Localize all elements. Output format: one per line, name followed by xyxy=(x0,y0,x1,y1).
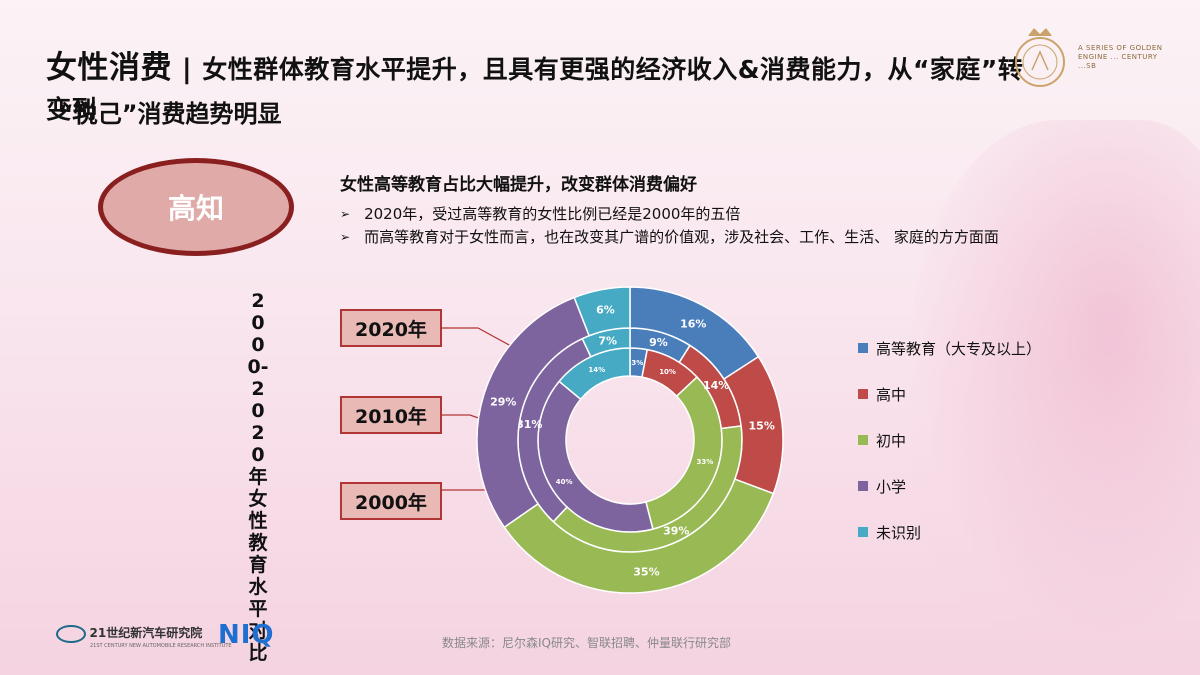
donut-slice-2020年-middle-school xyxy=(503,478,775,594)
bullet-list: ➢ 2020年，受过高等教育的女性比例已经是2000年的五倍 ➢ 而高等教育对于… xyxy=(340,203,999,249)
year-label-text: 2000年 xyxy=(355,491,427,514)
donut-label-2000年-middle-school: 33% xyxy=(697,458,714,466)
legend-item-unidentified: 未识别 xyxy=(858,509,1041,555)
bullet-arrow-icon: ➢ xyxy=(340,230,351,244)
page-subtitle: “悦己”消费趋势明显 xyxy=(58,100,282,128)
legend-label: 小学 xyxy=(876,477,907,496)
bullet-arrow-icon: ➢ xyxy=(340,207,351,221)
legend-label: 未识别 xyxy=(876,523,922,542)
chart-legend: 高等教育（大专及以上） 高中 初中 小学 未识别 xyxy=(858,325,1041,555)
legend-swatch xyxy=(858,481,868,491)
donut-slice-2020年-unidentified xyxy=(573,286,631,337)
donut-label-2020年-primary-school: 29% xyxy=(490,395,516,408)
legend-item-higher-edu: 高等教育（大专及以上） xyxy=(858,325,1041,371)
donut-label-2000年-higher-edu: 3% xyxy=(631,359,643,367)
institute-logo: 21世纪新汽车研究院 21ST CENTURY NEW AUTOMOBILE R… xyxy=(56,624,232,649)
background-face-silhouette xyxy=(910,120,1200,640)
institute-name-en: 21ST CENTURY NEW AUTOMOBILE RESEARCH INS… xyxy=(90,643,232,649)
donut-label-2020年-high-school: 15% xyxy=(749,419,775,432)
institute-name: 21世纪新汽车研究院 xyxy=(89,626,203,640)
legend-label: 初中 xyxy=(876,431,907,450)
donut-label-2010年-unidentified: 7% xyxy=(598,334,617,347)
tag-label: 高知 xyxy=(167,192,224,225)
niq-logo: NIQ xyxy=(218,620,275,650)
title-rest: 女性群体教育水平提升，且具有更强的经济收入&消费能力，从“家庭”转变到 xyxy=(46,55,1024,124)
bullet-text: 2020年，受过高等教育的女性比例已经是2000年的五倍 xyxy=(364,205,741,223)
section-heading: 女性高等教育占比大幅提升，改变群体消费偏好 xyxy=(340,175,697,195)
legend-label: 高中 xyxy=(876,385,907,404)
vertical-label-text: 2000-2020年女性教育水平对比 xyxy=(247,290,269,664)
legend-swatch xyxy=(858,343,868,353)
legend-label: 高等教育（大专及以上） xyxy=(876,339,1042,358)
donut-label-2020年-unidentified: 6% xyxy=(596,304,615,317)
donut-label-2020年-middle-school: 35% xyxy=(633,565,659,578)
legend-item-primary-school: 小学 xyxy=(858,463,1041,509)
donut-label-2020年-higher-edu: 16% xyxy=(680,317,706,330)
leader-line-2020 xyxy=(442,327,523,353)
legend-swatch xyxy=(858,435,868,445)
donut-label-2010年-primary-school: 31% xyxy=(516,418,542,431)
education-donut-chart: 3% 10% 33% 40% 14% 9% 14% 39% 31% 7% 16% 15% 35% 29% 6… xyxy=(476,286,784,594)
year-label-text: 2010年 xyxy=(355,405,427,428)
bullet-text: 而高等教育对于女性而言，也在改变其广谱的价值观，涉及社会、工作、生活、 家庭的方… xyxy=(364,228,999,246)
donut-label-2010年-middle-school: 39% xyxy=(663,525,689,538)
title-main: 女性消费 xyxy=(46,50,172,86)
data-source: 数据来源：尼尔森IQ研究、智联招聘、仲量联行研究部 xyxy=(442,636,731,650)
donut-label-2000年-high-school: 10% xyxy=(659,368,676,376)
bullet-item: ➢ 2020年，受过高等教育的女性比例已经是2000年的五倍 xyxy=(340,203,999,226)
legend-item-middle-school: 初中 xyxy=(858,417,1041,463)
donut-label-2000年-primary-school: 40% xyxy=(556,478,573,486)
legend-swatch xyxy=(858,389,868,399)
page-title: 女性消费 | 女性群体教育水平提升，且具有更强的经济收入&消费能力，从“家庭”转… xyxy=(46,48,1046,130)
car-wheel-icon xyxy=(56,625,86,643)
year-label-2000: 2000年 xyxy=(340,482,442,520)
year-label-text: 2020年 xyxy=(355,318,427,341)
crest-logo-text: A SERIES OF GOLDEN ENGINE ... CENTURY ..… xyxy=(1078,44,1163,70)
tag-ellipse: 高知 xyxy=(98,158,294,256)
donut-label-2010年-high-school: 14% xyxy=(703,379,729,392)
donut-label-2000年-unidentified: 14% xyxy=(588,366,605,374)
legend-item-high-school: 高中 xyxy=(858,371,1041,417)
crest-logo-icon xyxy=(1015,28,1065,87)
year-label-2010: 2010年 xyxy=(340,396,442,434)
legend-swatch xyxy=(858,527,868,537)
bullet-item: ➢ 而高等教育对于女性而言，也在改变其广谱的价值观，涉及社会、工作、生活、 家庭… xyxy=(340,226,999,249)
year-label-2020: 2020年 xyxy=(340,309,442,347)
donut-label-2010年-higher-edu: 9% xyxy=(649,336,668,349)
vertical-chart-label: 2000-2020年女性教育水平对比 xyxy=(246,290,270,664)
title-separator: | xyxy=(181,54,193,85)
